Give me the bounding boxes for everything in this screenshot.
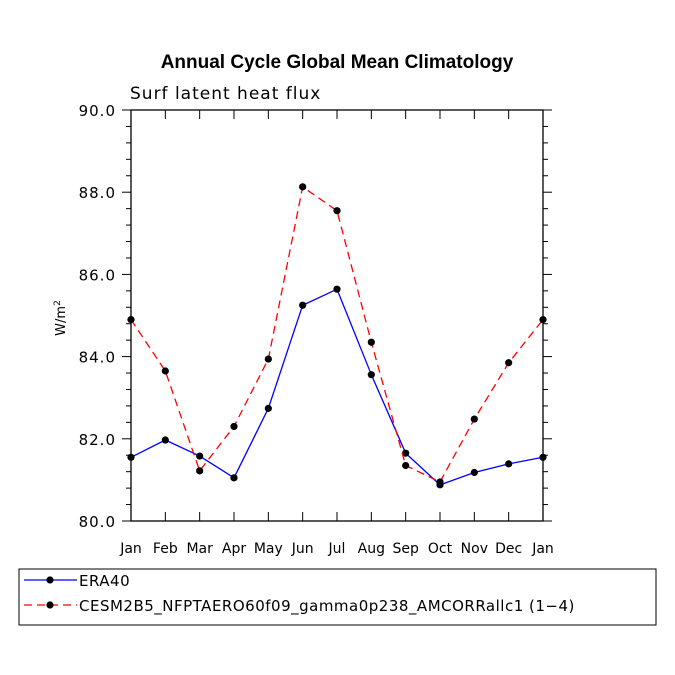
data-point xyxy=(402,461,410,470)
data-point xyxy=(333,207,341,215)
data-point xyxy=(230,422,238,431)
y-tick-label: 86.0 xyxy=(79,266,116,284)
series-layer xyxy=(127,183,547,489)
legend-marker xyxy=(46,576,54,584)
y-tick-label: 88.0 xyxy=(79,184,116,202)
data-point xyxy=(539,453,547,461)
y-tick-labels: 80.0 82.0 84.0 86.0 88.0 90.0 xyxy=(79,102,116,531)
x-tick-label: Aug xyxy=(358,541,385,557)
chart-title: Annual Cycle Global Mean Climatology xyxy=(161,52,514,73)
series-line xyxy=(130,185,544,483)
legend-label: CESM2B5_NFPTAERO60f09_gamma0p238_AMCORRa… xyxy=(79,597,575,616)
series-line xyxy=(130,288,544,486)
x-tick-label: Jan xyxy=(531,541,554,557)
x-tick-label: Sep xyxy=(392,541,419,557)
data-point xyxy=(367,371,375,379)
data-point xyxy=(264,404,272,412)
data-point xyxy=(505,460,513,468)
x-tick-label: May xyxy=(254,541,283,557)
data-point xyxy=(264,355,272,363)
x-tick-label: Mar xyxy=(186,541,213,557)
plot-frame xyxy=(130,109,544,522)
y-axis-label: W/m2 xyxy=(53,300,69,336)
data-point xyxy=(436,478,444,486)
legend-label: ERA40 xyxy=(79,572,130,590)
x-tick-label: Feb xyxy=(153,541,178,557)
chart-subtitle: Surf latent heat flux xyxy=(130,84,321,104)
data-point xyxy=(333,285,341,293)
data-point xyxy=(161,367,169,375)
data-point xyxy=(299,183,307,191)
data-point xyxy=(539,316,547,324)
x-tick-label: Nov xyxy=(461,541,488,557)
data-point xyxy=(505,359,513,367)
data-point xyxy=(196,452,204,460)
data-point xyxy=(230,474,238,482)
x-tick-labels: Jan Feb Mar Apr May Jun Jul Aug Sep Oct Nov Dec Jan xyxy=(119,541,554,557)
data-point xyxy=(161,436,169,444)
x-tick-label: Dec xyxy=(495,541,522,557)
y-axis-label-unit: W/m xyxy=(54,306,69,336)
x-tick-label: Oct xyxy=(428,541,453,557)
x-tick-label: Jun xyxy=(291,541,314,557)
x-tick-label: Jan xyxy=(119,541,142,557)
legend: ERA40 CESM2B5_NFPTAERO60f09_gamma0p238_AM… xyxy=(24,572,575,616)
data-point xyxy=(402,449,410,457)
data-point xyxy=(127,453,135,461)
axis-ticks xyxy=(122,109,552,522)
data-point xyxy=(367,338,375,346)
data-point xyxy=(470,468,478,477)
data-point xyxy=(196,467,204,475)
data-point xyxy=(299,301,307,309)
legend-box xyxy=(18,568,657,626)
y-tick-label: 84.0 xyxy=(79,349,116,367)
data-point xyxy=(470,415,478,423)
data-point xyxy=(127,316,135,324)
y-tick-label: 82.0 xyxy=(79,431,116,449)
legend-marker xyxy=(46,601,54,609)
y-tick-label: 90.0 xyxy=(79,102,116,120)
y-tick-label: 80.0 xyxy=(79,513,116,531)
y-axis-label-exponent: 2 xyxy=(53,300,63,306)
x-tick-label: Apr xyxy=(222,541,246,557)
x-tick-label: Jul xyxy=(328,541,346,557)
